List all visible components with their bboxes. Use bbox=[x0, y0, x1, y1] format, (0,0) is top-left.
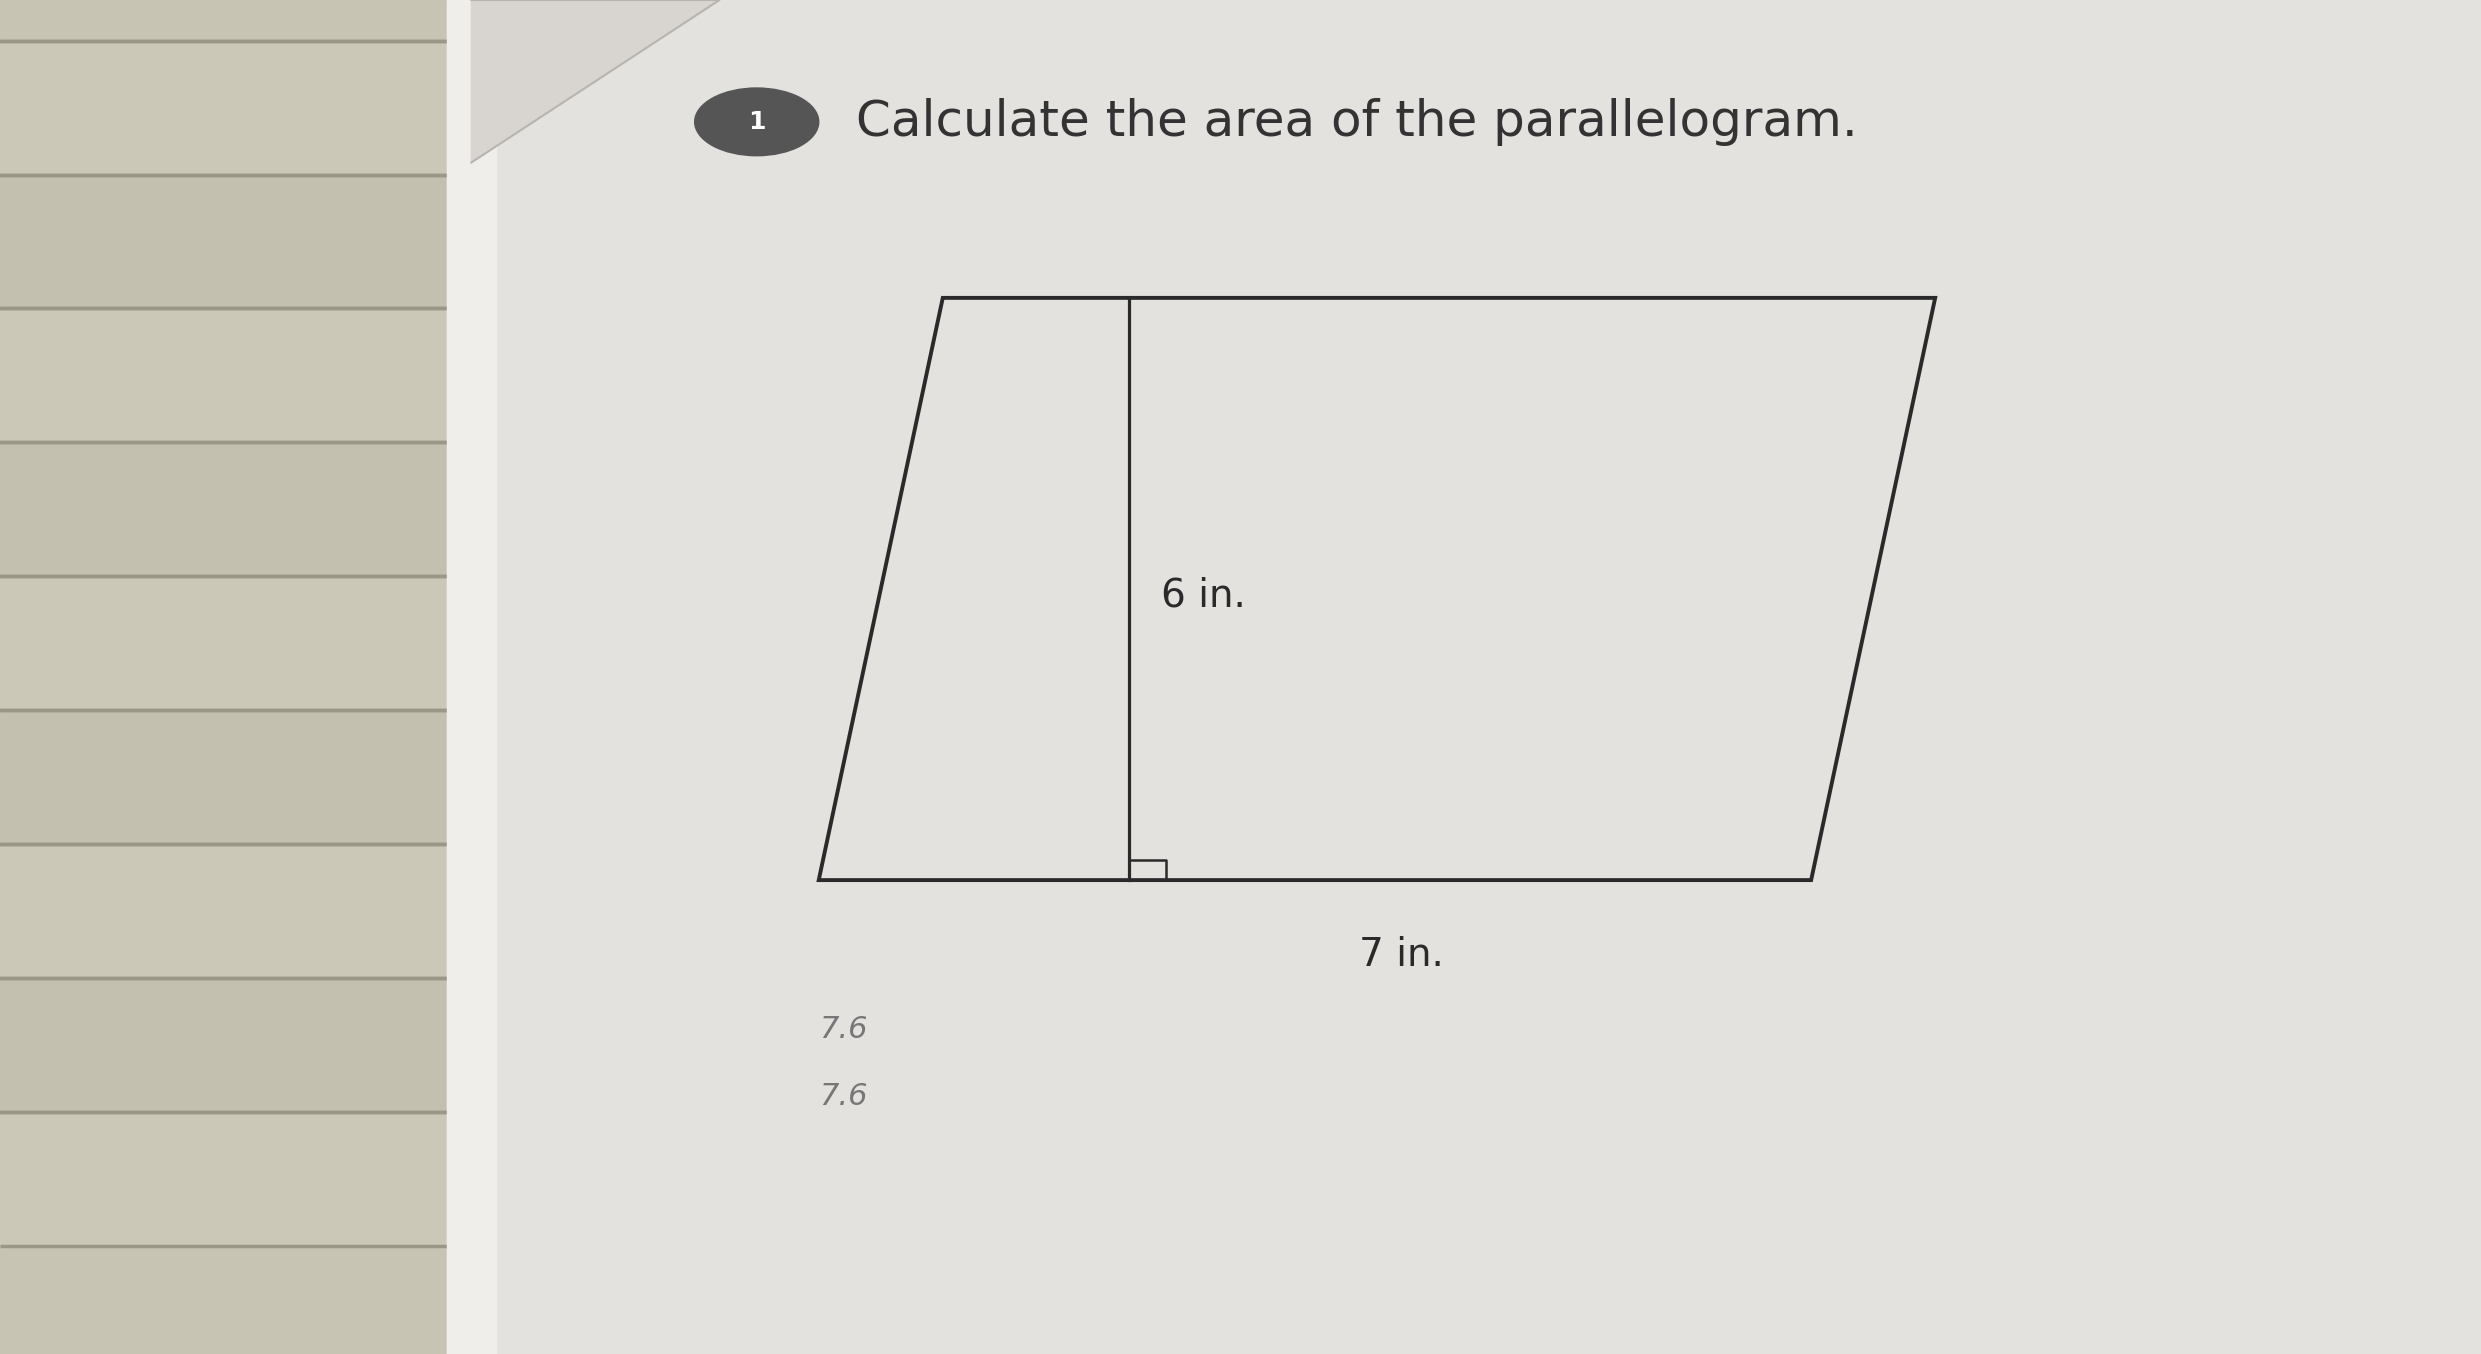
Bar bbox=[0, 978, 447, 1112]
Bar bbox=[0, 844, 447, 978]
Bar bbox=[0, 1112, 447, 1246]
Polygon shape bbox=[471, 0, 719, 162]
Text: 7.6: 7.6 bbox=[819, 1082, 868, 1112]
Bar bbox=[447, 0, 2481, 1354]
Bar bbox=[0, 577, 447, 709]
Bar bbox=[0, 709, 447, 844]
Text: 7 in.: 7 in. bbox=[1360, 936, 1444, 974]
Bar bbox=[0, 443, 447, 577]
Text: Calculate the area of the parallelogram.: Calculate the area of the parallelogram. bbox=[856, 97, 1858, 146]
Bar bbox=[0, 175, 447, 309]
Bar bbox=[0, 0, 447, 1354]
Text: 7.6: 7.6 bbox=[819, 1014, 868, 1044]
Bar bbox=[0, 309, 447, 443]
Bar bbox=[0, 41, 447, 175]
Circle shape bbox=[695, 88, 819, 156]
Text: 1: 1 bbox=[747, 110, 767, 134]
Bar bbox=[447, 0, 496, 1354]
Text: 6 in.: 6 in. bbox=[1161, 577, 1245, 615]
